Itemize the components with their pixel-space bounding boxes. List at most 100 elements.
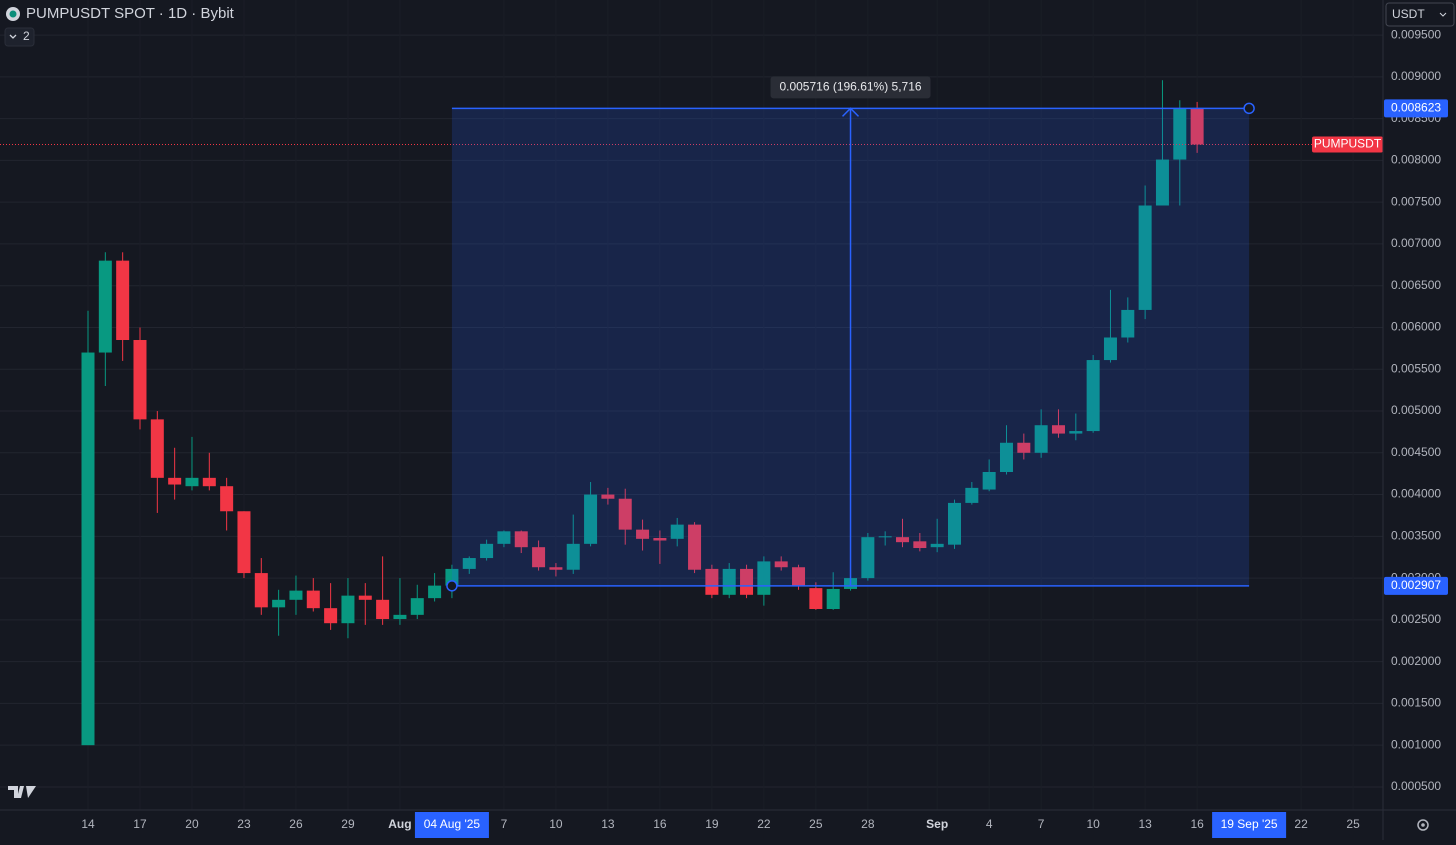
price-highlight-label: 0.002907: [1391, 578, 1441, 592]
candle-body: [480, 543, 494, 559]
candle-body: [601, 494, 615, 499]
candle-body: [1173, 108, 1187, 160]
candle-body: [202, 477, 216, 487]
candle-body: [896, 537, 910, 543]
date-highlight-label: 19 Sep '25: [1221, 817, 1278, 831]
date-highlight: [414, 812, 489, 838]
currency-button[interactable]: [1385, 2, 1455, 27]
candle-body: [532, 547, 546, 568]
y-tick-label: 0.006500: [1391, 278, 1441, 292]
candle-body: [722, 568, 736, 595]
candle-body: [514, 531, 528, 548]
y-tick-label: 0.008000: [1391, 153, 1441, 167]
measure-handle: [446, 580, 458, 592]
candle-body: [670, 524, 684, 539]
measure-tool: PUMPUSDT 0.005716 (196.61%) 5,716: [0, 76, 1383, 592]
y-tick-label: 0.007500: [1391, 194, 1441, 208]
candle-body: [462, 558, 476, 569]
candle-body: [965, 487, 979, 503]
candle-body: [341, 595, 355, 624]
y-tick-label: 0.005500: [1391, 361, 1441, 375]
measure-handle: [1243, 102, 1255, 115]
measure-label-box: [770, 76, 931, 99]
candle-body: [774, 561, 788, 568]
candle-body: [81, 352, 95, 746]
x-tick-label: 20: [185, 817, 199, 831]
x-tick-label: 26: [289, 817, 303, 831]
y-tick-label: 0.005000: [1391, 403, 1441, 417]
candle-body: [237, 511, 251, 574]
candle-body: [948, 502, 961, 545]
x-tick-label: 28: [861, 817, 875, 831]
date-highlight-label: 04 Aug '25: [424, 817, 481, 831]
x-tick-label: 17: [133, 817, 147, 831]
candle-body: [584, 494, 598, 544]
candle-body: [636, 529, 650, 539]
x-tick-label: 13: [1138, 817, 1152, 831]
x-tick-label: 25: [809, 817, 823, 831]
candle-body: [168, 477, 182, 485]
candle-body: [428, 585, 442, 599]
candle-body: [116, 260, 130, 341]
chevron-icon: [9, 34, 17, 39]
x-tick-label: 19: [705, 817, 719, 831]
x-tick-label: 23: [237, 817, 251, 831]
x-tick-label: 7: [1038, 817, 1045, 831]
candle-body: [653, 537, 667, 541]
candle-body: [826, 588, 840, 610]
candle-body: [1103, 337, 1117, 361]
y-tick-label: 0.002000: [1391, 654, 1441, 668]
candle-body: [289, 590, 303, 600]
candle-body: [549, 567, 563, 570]
symbol-icon-dot: [9, 10, 17, 18]
candle-body: [705, 568, 719, 595]
candle-body: [809, 588, 823, 610]
chevron-icon: [1439, 12, 1447, 17]
candle-body: [878, 536, 892, 538]
x-tick-label: 10: [549, 817, 563, 831]
y-tick-label: 0.002500: [1391, 612, 1441, 626]
x-tick-label: 4: [986, 817, 993, 831]
x-tick-label: 22: [757, 817, 771, 831]
candle-body: [1051, 425, 1065, 434]
candle-body: [688, 524, 702, 570]
indicator-count: 2: [23, 29, 30, 43]
candle-body: [254, 573, 268, 608]
x-tick-label: 10: [1086, 817, 1100, 831]
candle-body: [566, 543, 580, 570]
currency-label: USDT: [1392, 7, 1425, 21]
candle-body: [1121, 309, 1135, 338]
price-highlight: [1384, 576, 1448, 595]
x-tick-label: Aug: [388, 817, 411, 831]
candle-body: [982, 471, 996, 490]
candle-body: [792, 567, 806, 586]
candle-body: [324, 608, 338, 624]
x-tick-label: Sep: [926, 817, 948, 831]
candle-body: [1138, 205, 1152, 310]
measure-arrow-head: [841, 107, 860, 117]
candle-body: [358, 595, 372, 600]
candle-body: [272, 599, 286, 608]
candle-body: [1017, 442, 1031, 453]
y-tick-label: 0.009000: [1391, 69, 1441, 83]
settings-icon[interactable]: [1417, 819, 1429, 831]
indicator-toggle[interactable]: [4, 27, 35, 47]
x-tick-label: 13: [601, 817, 615, 831]
x-tick-label: 22: [1294, 817, 1308, 831]
price-highlight-label: 0.008623: [1391, 101, 1441, 115]
candle-body: [999, 442, 1013, 472]
candle-body: [1069, 431, 1083, 434]
y-tick-label: 0.003500: [1391, 528, 1441, 542]
measure-label: 0.005716 (196.61%) 5,716: [779, 80, 921, 94]
settings-icon-center: [1421, 823, 1425, 827]
candle-body: [618, 498, 632, 530]
y-tick-label: 0.007000: [1391, 236, 1441, 250]
candle-body: [133, 340, 147, 420]
y-tick-label: 0.001500: [1391, 696, 1441, 710]
candle-body: [913, 541, 927, 549]
candle-body: [740, 568, 754, 595]
tradingview-logo[interactable]: [8, 786, 36, 798]
x-tick-label: 29: [341, 817, 355, 831]
